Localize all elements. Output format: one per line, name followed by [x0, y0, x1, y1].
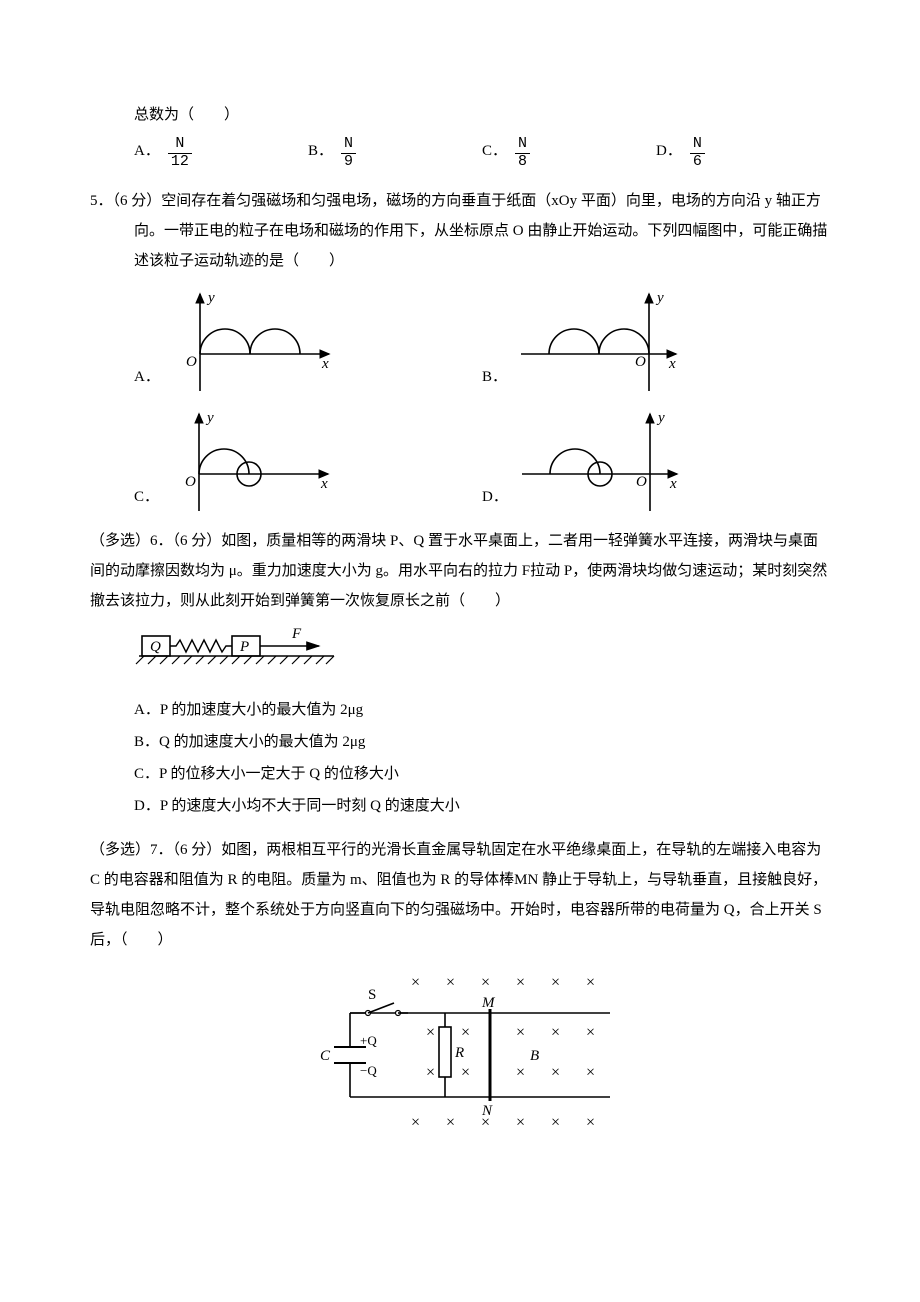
svg-text:x: x [668, 356, 676, 372]
q5-diagrams-row1: A． O x y B． O x y [90, 286, 830, 396]
svg-text:O: O [635, 354, 646, 370]
svg-text:×: × [425, 1064, 436, 1081]
trajectory-diagram-c: O x y [163, 406, 343, 516]
svg-text:M: M [481, 995, 496, 1011]
q4-opt-a: A． N 12 [134, 136, 308, 170]
fraction: N 9 [341, 136, 356, 170]
svg-text:F: F [291, 626, 302, 642]
svg-text:×: × [410, 1114, 421, 1131]
option-letter: B． [308, 136, 333, 166]
svg-text:R: R [454, 1045, 464, 1061]
svg-text:×: × [445, 974, 456, 991]
q5-diagram-b: B． O x y [482, 286, 830, 396]
q6-figure: Q P F [134, 622, 830, 685]
svg-text:×: × [585, 974, 596, 991]
q6-opt-d: D．P 的速度大小均不大于同一时刻 Q 的速度大小 [134, 791, 830, 821]
svg-text:P: P [239, 639, 249, 655]
svg-text:−Q: −Q [360, 1063, 377, 1078]
q4-options: A． N 12 B． N 9 C． N 8 D． N 6 [90, 136, 830, 170]
q4-opt-d: D． N 6 [656, 136, 830, 170]
trajectory-diagram-d: O x y [512, 406, 692, 516]
q5-diagrams-row2: C． O x y D． O x y [90, 406, 830, 516]
diagram-label: D． [482, 482, 508, 516]
q6-opt-b: B．Q 的加速度大小的最大值为 2μg [134, 727, 830, 757]
svg-text:×: × [515, 974, 526, 991]
svg-text:Q: Q [150, 639, 161, 655]
svg-text:×: × [585, 1064, 596, 1081]
fraction: N 8 [515, 136, 530, 170]
svg-text:B: B [530, 1048, 539, 1064]
svg-text:+Q: +Q [360, 1033, 377, 1048]
q5-text: 空间存在着匀强磁场和匀强电场，磁场的方向垂直于纸面（xOy 平面）向里，电场的方… [134, 193, 827, 269]
svg-text:S: S [368, 987, 376, 1003]
svg-text:×: × [515, 1024, 526, 1041]
svg-text:O: O [186, 354, 197, 370]
option-letter: A． [134, 136, 160, 166]
svg-text:×: × [585, 1024, 596, 1041]
svg-text:y: y [205, 410, 214, 426]
q7-stem: （多选）7．（6 分）如图，两根相互平行的光滑长直金属导轨固定在水平绝缘桌面上，… [90, 835, 830, 955]
q5-number: 5．（6 分） [90, 193, 161, 209]
diagram-label: A． [134, 362, 160, 396]
svg-text:C: C [320, 1048, 331, 1064]
trajectory-diagram-b: O x y [511, 286, 691, 396]
svg-text:×: × [515, 1114, 526, 1131]
option-letter: C． [482, 136, 507, 166]
svg-text:×: × [460, 1024, 471, 1041]
q6-stem: （多选）6．（6 分）如图，质量相等的两滑块 P、Q 置于水平桌面上，二者用一轻… [90, 526, 830, 616]
svg-text:×: × [480, 974, 491, 991]
diagram-label: C． [134, 482, 159, 516]
q5-diagram-d: D． O x y [482, 406, 830, 516]
fraction: N 6 [690, 136, 705, 170]
svg-text:y: y [656, 410, 665, 426]
svg-text:O: O [185, 474, 196, 490]
diagram-label: B． [482, 362, 507, 396]
q6-options: A．P 的加速度大小的最大值为 2μg B．Q 的加速度大小的最大值为 2μg … [90, 695, 830, 821]
svg-text:×: × [550, 1114, 561, 1131]
q7-figure: ××× ××× ×× ××× ×× ××× ××× ××× C +Q −Q S [90, 965, 830, 1145]
q4-tail: 总数为（ ） [90, 100, 830, 130]
svg-text:y: y [655, 290, 664, 306]
q5-diagram-c: C． O x y [134, 406, 482, 516]
svg-text:×: × [585, 1114, 596, 1131]
svg-text:x: x [669, 476, 677, 492]
svg-text:×: × [425, 1024, 436, 1041]
q6-opt-c: C．P 的位移大小一定大于 Q 的位移大小 [134, 759, 830, 789]
spring-blocks-diagram: Q P F [134, 622, 344, 674]
q4-opt-b: B． N 9 [308, 136, 482, 170]
svg-text:×: × [445, 1114, 456, 1131]
svg-text:×: × [550, 1024, 561, 1041]
svg-text:×: × [460, 1064, 471, 1081]
q6-prefix: （多选）6．（6 分） [90, 533, 221, 549]
svg-text:×: × [515, 1064, 526, 1081]
svg-text:×: × [410, 974, 421, 991]
fraction: N 12 [168, 136, 192, 170]
trajectory-diagram-a: O x y [164, 286, 344, 396]
q5-stem: 5．（6 分）空间存在着匀强磁场和匀强电场，磁场的方向垂直于纸面（xOy 平面）… [90, 186, 830, 276]
svg-text:N: N [481, 1103, 493, 1119]
option-letter: D． [656, 136, 682, 166]
q5-diagram-a: A． O x y [134, 286, 482, 396]
q4-opt-c: C． N 8 [482, 136, 656, 170]
q6-opt-a: A．P 的加速度大小的最大值为 2μg [134, 695, 830, 725]
circuit-rails-diagram: ××× ××× ×× ××× ×× ××× ××× ××× C +Q −Q S [290, 965, 630, 1145]
q7-prefix: （多选）7．（6 分） [90, 842, 221, 858]
svg-text:x: x [320, 476, 328, 492]
svg-text:×: × [550, 1064, 561, 1081]
svg-text:y: y [206, 290, 215, 306]
svg-text:×: × [550, 974, 561, 991]
svg-text:x: x [321, 356, 329, 372]
svg-text:O: O [636, 474, 647, 490]
